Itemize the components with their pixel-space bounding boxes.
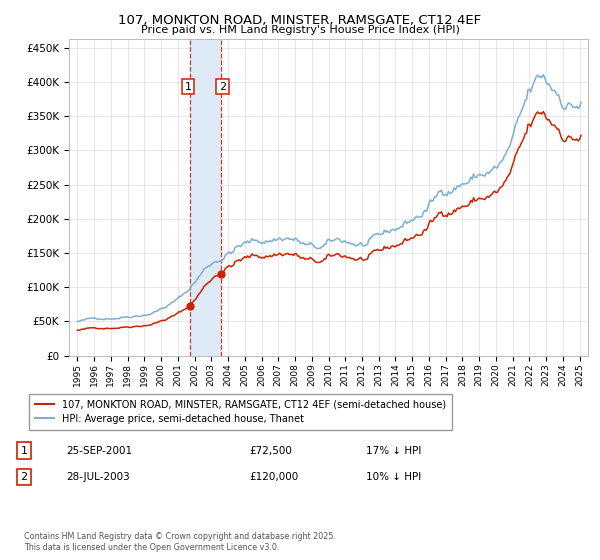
Text: 17% ↓ HPI: 17% ↓ HPI	[366, 446, 421, 456]
Text: 2: 2	[20, 472, 28, 482]
Legend: 107, MONKTON ROAD, MINSTER, RAMSGATE, CT12 4EF (semi-detached house), HPI: Avera: 107, MONKTON ROAD, MINSTER, RAMSGATE, CT…	[29, 394, 452, 430]
Text: Contains HM Land Registry data © Crown copyright and database right 2025.
This d: Contains HM Land Registry data © Crown c…	[24, 532, 336, 552]
Text: 1: 1	[185, 82, 191, 92]
Text: 107, MONKTON ROAD, MINSTER, RAMSGATE, CT12 4EF: 107, MONKTON ROAD, MINSTER, RAMSGATE, CT…	[118, 14, 482, 27]
Text: 10% ↓ HPI: 10% ↓ HPI	[366, 472, 421, 482]
Text: Price paid vs. HM Land Registry's House Price Index (HPI): Price paid vs. HM Land Registry's House …	[140, 25, 460, 35]
Text: £120,000: £120,000	[249, 472, 298, 482]
Text: 1: 1	[20, 446, 28, 456]
Text: £72,500: £72,500	[249, 446, 292, 456]
Text: 25-SEP-2001: 25-SEP-2001	[66, 446, 132, 456]
Bar	[190, 39, 221, 356]
Text: 2: 2	[219, 82, 226, 92]
Text: 28-JUL-2003: 28-JUL-2003	[66, 472, 130, 482]
